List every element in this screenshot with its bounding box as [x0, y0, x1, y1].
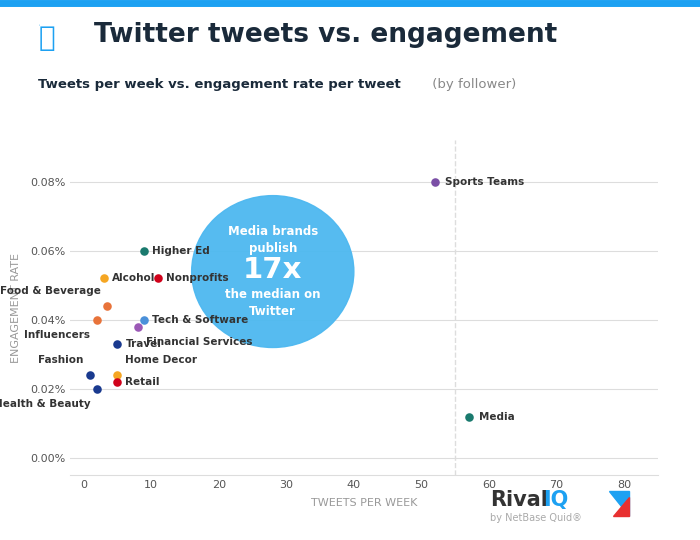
Text: Health & Beauty: Health & Beauty [0, 400, 90, 409]
Y-axis label: ENGAGEMENT RATE: ENGAGEMENT RATE [11, 253, 22, 363]
Point [429, 178, 440, 186]
Text: Alcohol: Alcohol [112, 273, 155, 284]
Text: Retail: Retail [125, 377, 160, 387]
Text: the median on
Twitter: the median on Twitter [225, 288, 321, 319]
Text: 17x: 17x [243, 256, 302, 284]
Point [153, 274, 164, 283]
Text: Tech & Software: Tech & Software [153, 315, 248, 325]
Text: (by follower): (by follower) [428, 78, 517, 91]
Point [139, 315, 150, 324]
Point [463, 412, 475, 421]
Text: Home Decor: Home Decor [125, 355, 197, 365]
Point [112, 377, 123, 386]
Text: Media brands
publish: Media brands publish [228, 225, 318, 255]
Point [112, 340, 123, 348]
Text: Rival: Rival [490, 490, 548, 510]
Text: Travel: Travel [125, 339, 161, 349]
Text: ␦: ␦ [38, 24, 39, 25]
Point [85, 371, 96, 380]
X-axis label: TWEETS PER WEEK: TWEETS PER WEEK [311, 498, 417, 508]
Point [92, 315, 103, 324]
Text: Media: Media [479, 411, 514, 422]
Text: Fashion: Fashion [38, 355, 83, 365]
Text: Tweets per week vs. engagement rate per tweet: Tweets per week vs. engagement rate per … [38, 78, 401, 91]
Text: Nonprofits: Nonprofits [166, 273, 229, 284]
Point [139, 247, 150, 255]
Text: by NetBase Quid®: by NetBase Quid® [490, 512, 582, 523]
Point [98, 274, 109, 283]
Text: Influencers: Influencers [25, 330, 90, 340]
Point [112, 371, 123, 380]
Text: Twitter tweets vs. engagement: Twitter tweets vs. engagement [94, 22, 558, 48]
Text: Sports Teams: Sports Teams [445, 177, 524, 187]
Text: IQ: IQ [543, 490, 568, 510]
Text: Financial Services: Financial Services [146, 338, 252, 347]
Point [132, 322, 144, 331]
Point [102, 302, 113, 310]
Text: 🐦: 🐦 [38, 24, 55, 52]
Text: Food & Beverage: Food & Beverage [0, 286, 100, 295]
Point [92, 384, 103, 393]
Text: Higher Ed: Higher Ed [153, 246, 210, 256]
Ellipse shape [192, 195, 354, 348]
